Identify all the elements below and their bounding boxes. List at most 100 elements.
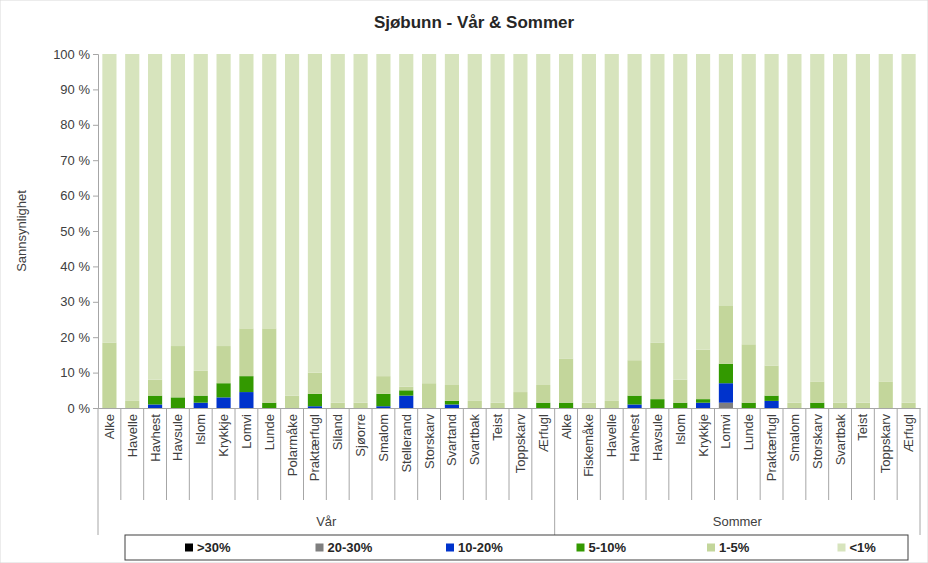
bar <box>742 403 756 408</box>
bar <box>285 396 299 408</box>
separator <box>531 408 532 500</box>
chart: 0 %10 %20 %30 %40 %50 %60 %70 %80 %90 %1… <box>0 0 928 563</box>
separator <box>760 408 761 500</box>
tick-mark <box>93 89 98 90</box>
bar <box>422 383 436 408</box>
bar <box>148 404 162 408</box>
tick: Praktærfugl <box>307 408 322 481</box>
legend-swatch <box>577 544 585 552</box>
bar <box>445 404 459 408</box>
bar <box>879 54 893 381</box>
title: Sjøbunn - Vår & Sommer <box>374 13 575 32</box>
bar <box>719 383 733 402</box>
bar <box>217 397 231 408</box>
tick-mark <box>93 408 98 409</box>
legend-swatch <box>446 544 454 552</box>
axis-title: Sannsynlighet <box>14 190 29 272</box>
bar <box>148 54 162 380</box>
bar <box>536 403 550 408</box>
tick: Svartand <box>444 408 459 466</box>
separator <box>189 408 190 500</box>
bar <box>833 403 847 408</box>
bar <box>171 397 185 408</box>
bar <box>719 54 733 305</box>
bar <box>605 401 619 408</box>
bar <box>765 401 779 408</box>
series <box>719 403 733 408</box>
bar <box>376 376 390 394</box>
tick-label: 70 % <box>60 153 90 168</box>
tick: Stellerand <box>399 408 414 473</box>
tick: Havelle <box>604 408 619 457</box>
tick: Svartbak <box>467 408 482 465</box>
bar <box>308 406 322 408</box>
tick: Lomvi <box>718 408 733 449</box>
bar <box>628 404 642 408</box>
bar <box>376 54 390 376</box>
tick-label: Smalom <box>787 414 802 462</box>
bar <box>513 54 527 392</box>
tick-label: 50 % <box>60 224 90 239</box>
tick: Storskarv <box>422 408 437 469</box>
bar <box>148 396 162 405</box>
tick: 10 % <box>60 365 98 380</box>
bar <box>513 392 527 408</box>
tick: 40 % <box>60 259 98 274</box>
bar <box>468 54 482 401</box>
tick-label: Ærfugl <box>901 414 916 452</box>
tick: Sjøorre <box>353 408 368 457</box>
tick: Storskarv <box>810 408 825 469</box>
bar <box>239 54 253 328</box>
tick-label: Lomvi <box>239 414 254 449</box>
bar <box>559 403 573 408</box>
bar <box>171 346 185 397</box>
legend-label: <1% <box>850 540 877 555</box>
tick-label: Polarmåke <box>285 414 300 476</box>
bar <box>787 403 801 408</box>
tick: Teist <box>855 408 870 441</box>
bar <box>102 54 116 343</box>
tick: 70 % <box>60 153 98 168</box>
separator <box>668 408 669 500</box>
y-axis: 0 %10 %20 %30 %40 %50 %60 %70 %80 %90 %1… <box>53 47 98 416</box>
legend: >30%20-30%10-20%5-10%1-5%<1% <box>125 535 908 560</box>
bar <box>719 403 733 408</box>
separator <box>600 408 601 500</box>
separator <box>783 408 784 500</box>
bar <box>856 54 870 403</box>
separator <box>509 408 510 500</box>
tick: Smalom <box>376 408 391 462</box>
separator <box>897 408 898 500</box>
tick: Havhest <box>627 408 642 462</box>
bar <box>148 380 162 396</box>
bar <box>491 403 505 408</box>
legend-label: 10-20% <box>458 540 503 555</box>
separator <box>623 408 624 500</box>
tick-label: Havhest <box>148 414 163 462</box>
bar <box>445 401 459 405</box>
tick: Polarmåke <box>285 408 300 476</box>
tick: Lomvi <box>239 408 254 449</box>
bar <box>650 343 664 400</box>
tick: Havhest <box>148 408 163 462</box>
tick-label: Storskarv <box>422 414 437 469</box>
tick: Siland <box>330 408 345 450</box>
legend-label: 5-10% <box>589 540 627 555</box>
separator <box>554 408 555 535</box>
bar <box>559 358 573 402</box>
tick-label: Smalom <box>376 414 391 462</box>
tick: Islom <box>673 408 688 445</box>
legend-swatch <box>316 544 324 552</box>
bar <box>262 328 276 402</box>
legend-frame <box>125 535 908 560</box>
bar <box>194 403 208 408</box>
axis-line <box>93 55 99 409</box>
tick-label: 10 % <box>60 365 90 380</box>
bar <box>650 54 664 343</box>
tick-label: 20 % <box>60 330 90 345</box>
separator <box>851 408 852 500</box>
separator <box>303 408 304 500</box>
tick: 90 % <box>60 82 98 97</box>
tick: Praktærfugl <box>764 408 779 481</box>
tick: Toppskarv <box>878 408 893 473</box>
